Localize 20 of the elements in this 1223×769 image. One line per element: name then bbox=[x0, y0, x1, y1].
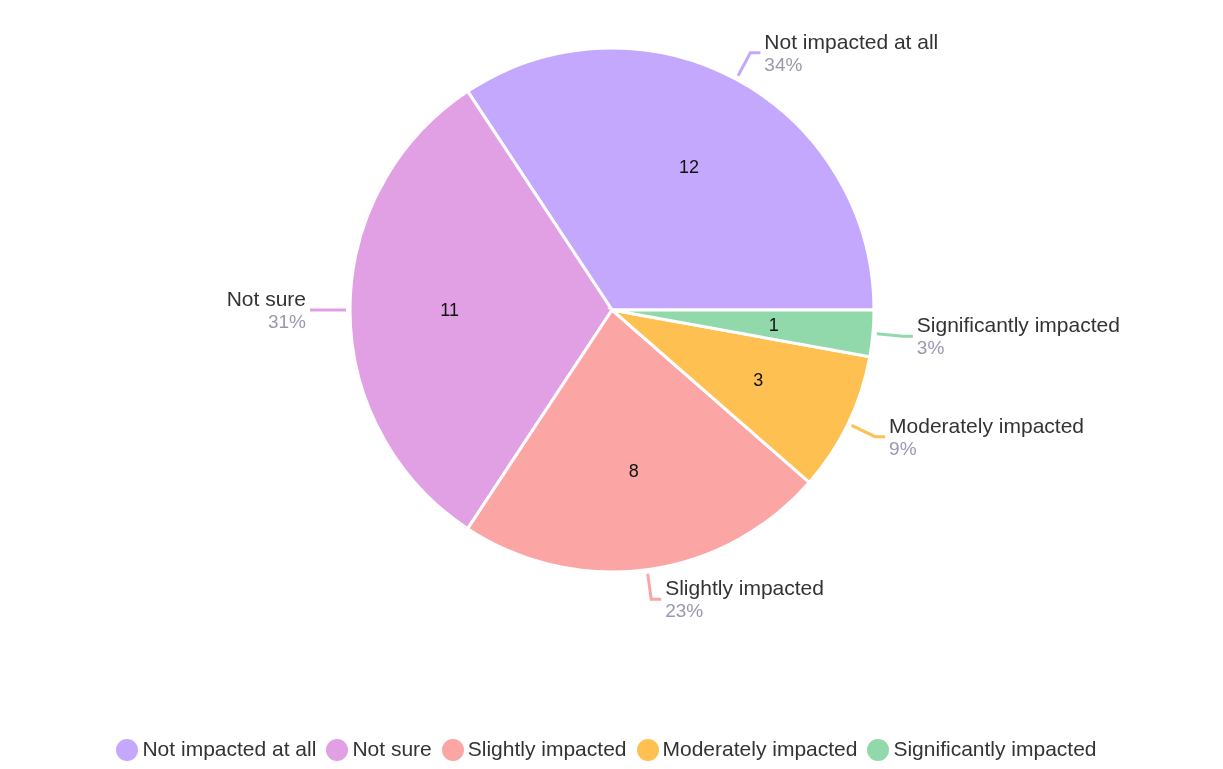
data-label: 1 bbox=[768, 314, 779, 335]
legend-label: Moderately impacted bbox=[662, 736, 858, 760]
slice-label: Moderately impacted bbox=[889, 413, 1085, 437]
text: 9% bbox=[889, 437, 917, 459]
text: 34% bbox=[764, 53, 803, 75]
text: 23% bbox=[665, 600, 704, 622]
text: 31% bbox=[267, 311, 307, 332]
legend-label: Significantly impacted bbox=[893, 736, 1097, 760]
legend-label: Slightly impacted bbox=[467, 736, 627, 760]
data-label: 11 bbox=[440, 300, 459, 320]
data-label: 3 bbox=[753, 370, 764, 391]
text: 3% bbox=[916, 337, 945, 359]
data-label: 12 bbox=[678, 156, 699, 177]
legend-label: Not sure bbox=[352, 736, 432, 760]
slice-label: Slightly impacted bbox=[665, 576, 824, 600]
slice-label: Not sure bbox=[226, 287, 306, 310]
slice-label: Not impacted at all bbox=[764, 29, 939, 53]
slice-label: Significantly impacted bbox=[916, 313, 1120, 337]
data-label: 8 bbox=[628, 460, 639, 481]
legend-label: Not impacted at all bbox=[142, 736, 317, 760]
